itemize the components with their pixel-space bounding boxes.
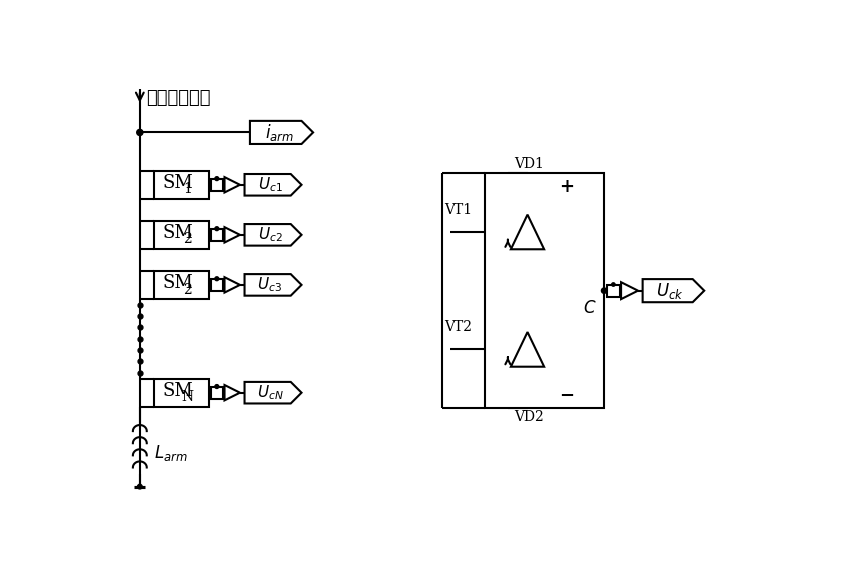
Text: $U_{cN}$: $U_{cN}$	[256, 383, 283, 402]
Text: SM: SM	[163, 382, 194, 400]
Text: $C$: $C$	[583, 300, 597, 317]
Text: −: −	[560, 387, 575, 405]
Text: 电流参考方向: 电流参考方向	[146, 89, 211, 107]
Polygon shape	[224, 277, 240, 292]
Polygon shape	[511, 332, 544, 367]
Bar	[607, 284, 620, 297]
Text: 1: 1	[183, 182, 192, 196]
Circle shape	[137, 484, 142, 489]
Polygon shape	[250, 121, 313, 144]
Circle shape	[215, 176, 218, 180]
Bar	[153, 271, 209, 299]
Polygon shape	[244, 274, 302, 296]
Text: 2: 2	[183, 232, 192, 247]
Text: $U_{c3}$: $U_{c3}$	[257, 276, 282, 294]
Polygon shape	[244, 174, 302, 196]
Text: $U_{c2}$: $U_{c2}$	[258, 226, 282, 244]
Circle shape	[215, 277, 218, 281]
Bar	[153, 171, 209, 199]
Bar	[211, 279, 223, 291]
Circle shape	[601, 288, 607, 293]
Bar	[153, 379, 209, 407]
Polygon shape	[224, 227, 240, 243]
Text: N: N	[181, 391, 194, 404]
Polygon shape	[244, 382, 302, 404]
Polygon shape	[621, 282, 638, 299]
Text: VT2: VT2	[444, 320, 472, 334]
Text: SM: SM	[163, 224, 194, 242]
Circle shape	[612, 283, 615, 286]
Circle shape	[137, 130, 143, 135]
Bar	[211, 179, 223, 191]
Text: SM: SM	[163, 274, 194, 292]
Polygon shape	[224, 177, 240, 192]
Text: +: +	[560, 178, 574, 196]
Text: VD1: VD1	[514, 157, 544, 171]
Circle shape	[215, 385, 218, 388]
Bar	[211, 387, 223, 399]
Text: $i_{arm}$: $i_{arm}$	[265, 122, 293, 143]
Text: VT1: VT1	[444, 203, 472, 216]
Text: 2: 2	[183, 283, 192, 296]
Bar	[485, 173, 604, 408]
Text: VD2: VD2	[514, 411, 544, 424]
Text: $U_{c1}$: $U_{c1}$	[258, 175, 282, 194]
Polygon shape	[511, 215, 544, 250]
Bar	[211, 228, 223, 241]
Polygon shape	[244, 224, 302, 246]
Text: $U_{ck}$: $U_{ck}$	[656, 281, 684, 301]
Polygon shape	[224, 385, 240, 400]
Text: $L_{arm}$: $L_{arm}$	[153, 443, 187, 463]
Circle shape	[215, 227, 218, 231]
Text: SM: SM	[163, 174, 194, 192]
Polygon shape	[642, 279, 704, 302]
Bar	[153, 221, 209, 249]
